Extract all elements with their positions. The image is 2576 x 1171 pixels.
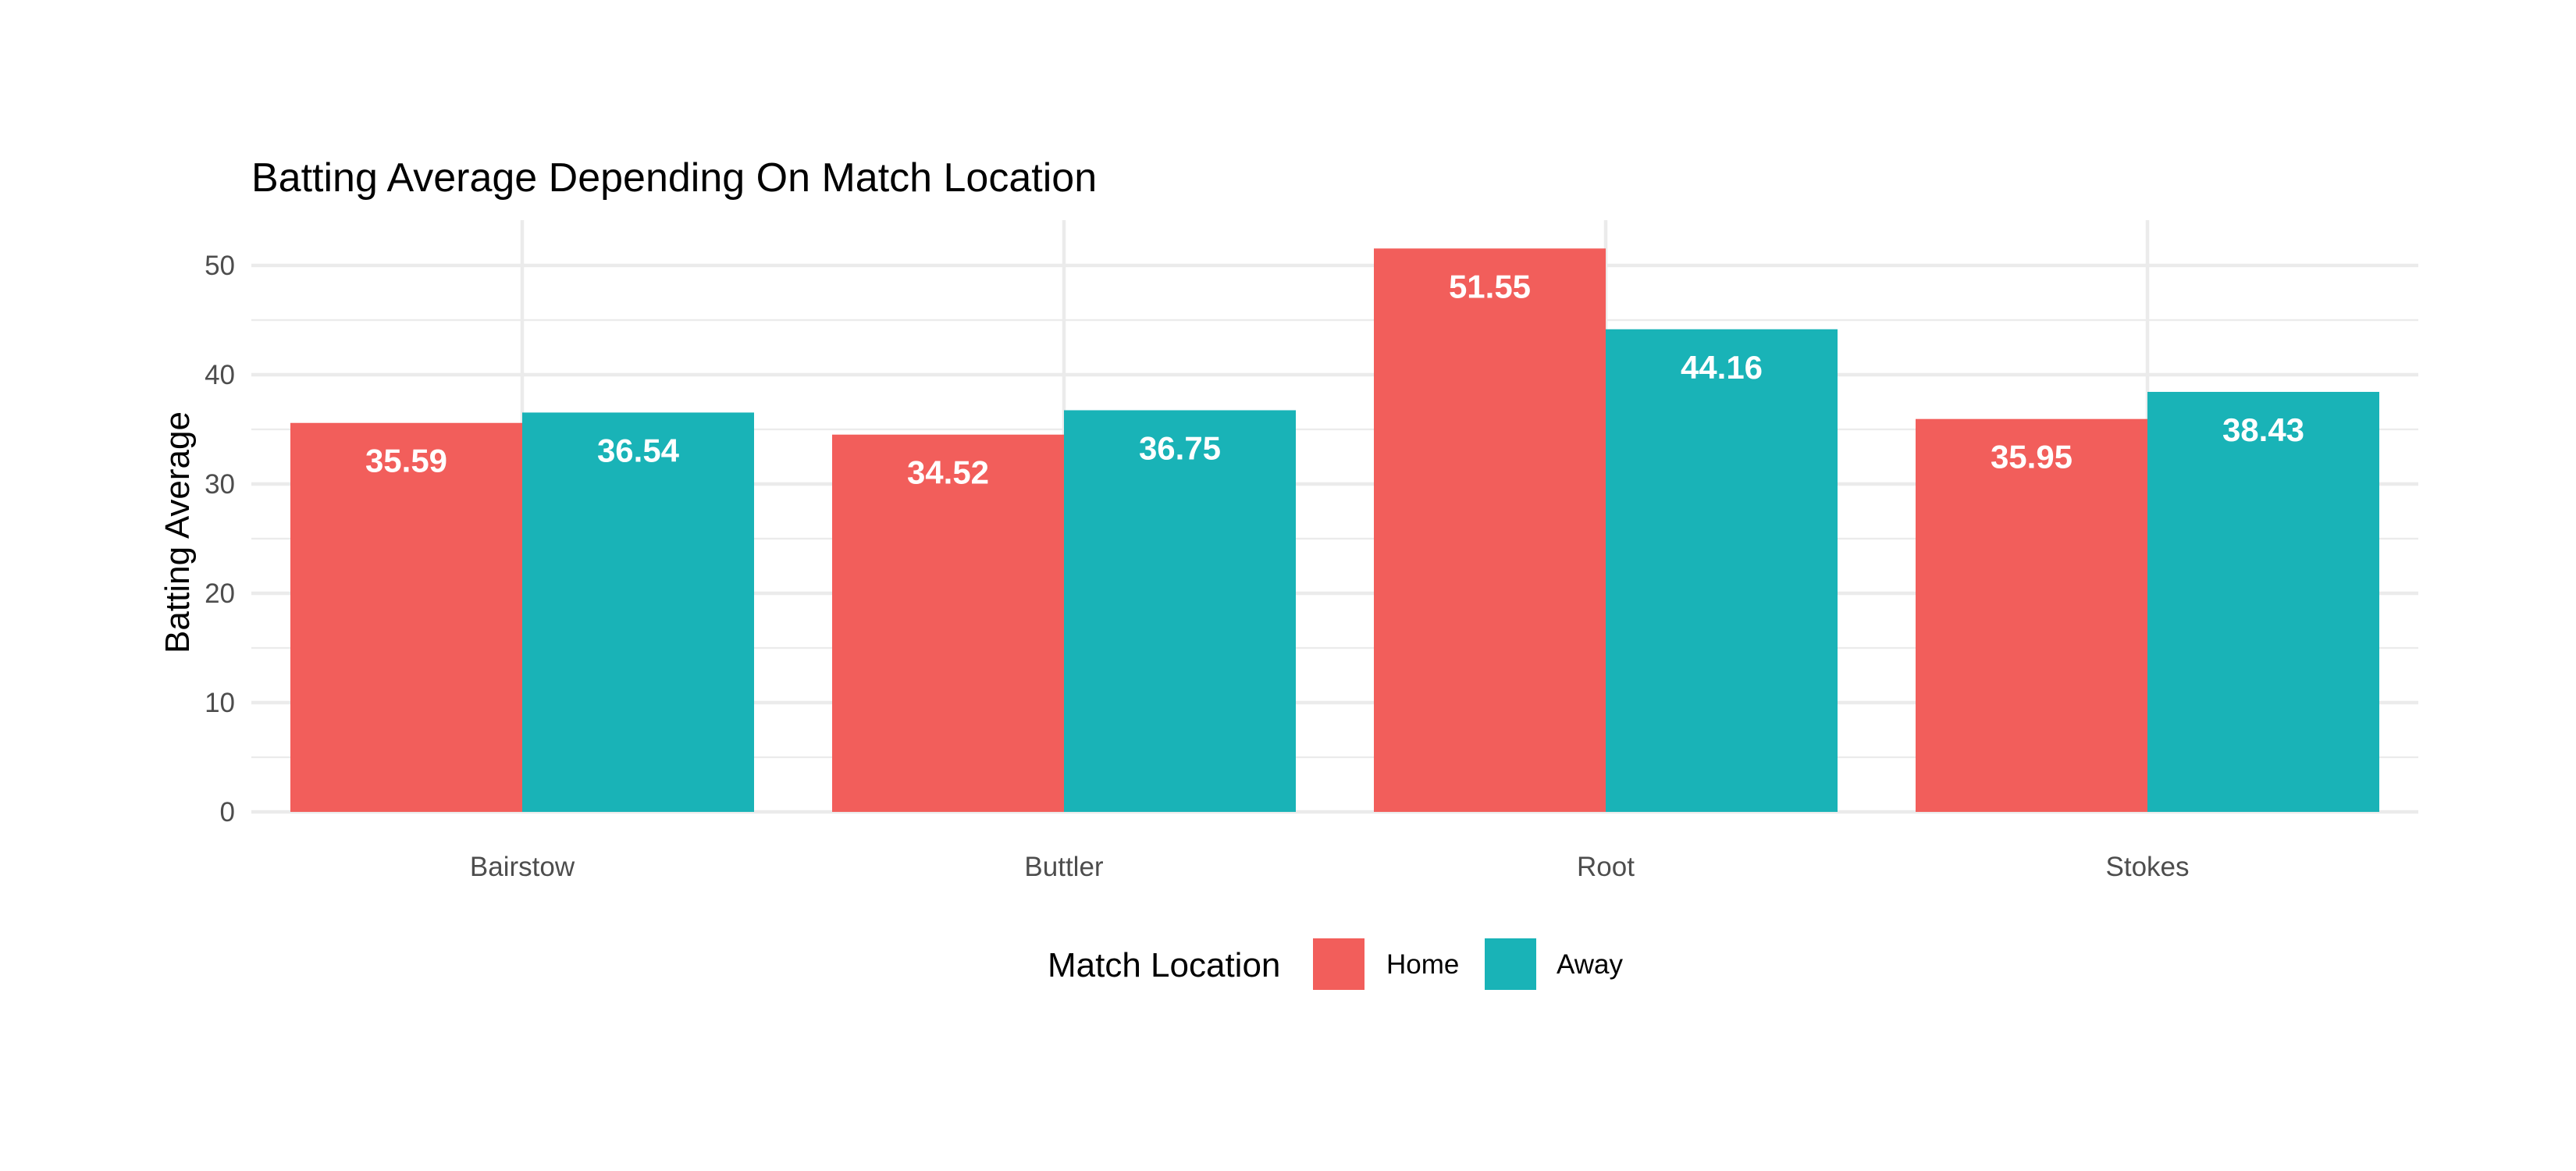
bar-value-label: 38.43 — [2222, 411, 2304, 448]
y-tick-label: 20 — [205, 578, 235, 609]
chart-title: Batting Average Depending On Match Locat… — [251, 155, 1097, 201]
bar-home-root — [1374, 248, 1606, 812]
legend-label-home: Home — [1386, 949, 1459, 980]
bar-home-stokes — [1916, 418, 2147, 812]
y-axis-title: Batting Average — [158, 411, 197, 653]
legend-items: Home Away — [1313, 938, 1623, 990]
x-tick-label: Stokes — [2106, 852, 2190, 882]
bar-value-label: 36.75 — [1139, 430, 1221, 467]
y-tick-label: 50 — [205, 251, 235, 281]
bar-home-buttler — [832, 434, 1064, 812]
x-tick-label: Root — [1577, 852, 1635, 882]
bar-home-bairstow — [290, 422, 522, 812]
x-axis-ticks: Bairstow Buttler Root Stokes — [470, 852, 2190, 882]
legend-title: Match Location — [1048, 946, 1280, 984]
bar-value-label: 44.16 — [1681, 349, 1763, 386]
legend-key-away — [1485, 938, 1536, 990]
bar-value-label: 35.59 — [365, 443, 447, 479]
bar-value-label: 36.54 — [597, 432, 680, 468]
x-tick-label: Bairstow — [470, 852, 575, 882]
y-axis-ticks: 0 10 20 30 40 50 — [205, 251, 235, 828]
bars — [290, 248, 2379, 813]
legend-label-away: Away — [1557, 949, 1623, 980]
y-tick-label: 30 — [205, 469, 235, 500]
bar-away-bairstow — [522, 412, 754, 812]
bar-away-buttler — [1064, 410, 1296, 812]
bar-value-label: 34.52 — [907, 454, 989, 491]
y-tick-label: 40 — [205, 360, 235, 390]
bar-away-root — [1606, 329, 1838, 812]
legend: Match Location Home Away — [1048, 938, 1623, 990]
y-tick-label: 0 — [220, 797, 235, 828]
bar-away-stokes — [2147, 391, 2379, 813]
bar-value-label: 51.55 — [1449, 268, 1531, 304]
bar-value-labels: 35.59 36.54 34.52 36.75 51.55 44.16 35.95 38.43 — [365, 268, 2304, 490]
y-tick-label: 10 — [205, 688, 235, 718]
x-tick-label: Buttler — [1024, 852, 1103, 882]
bar-value-label: 35.95 — [1991, 439, 2073, 475]
legend-key-home — [1313, 938, 1364, 990]
